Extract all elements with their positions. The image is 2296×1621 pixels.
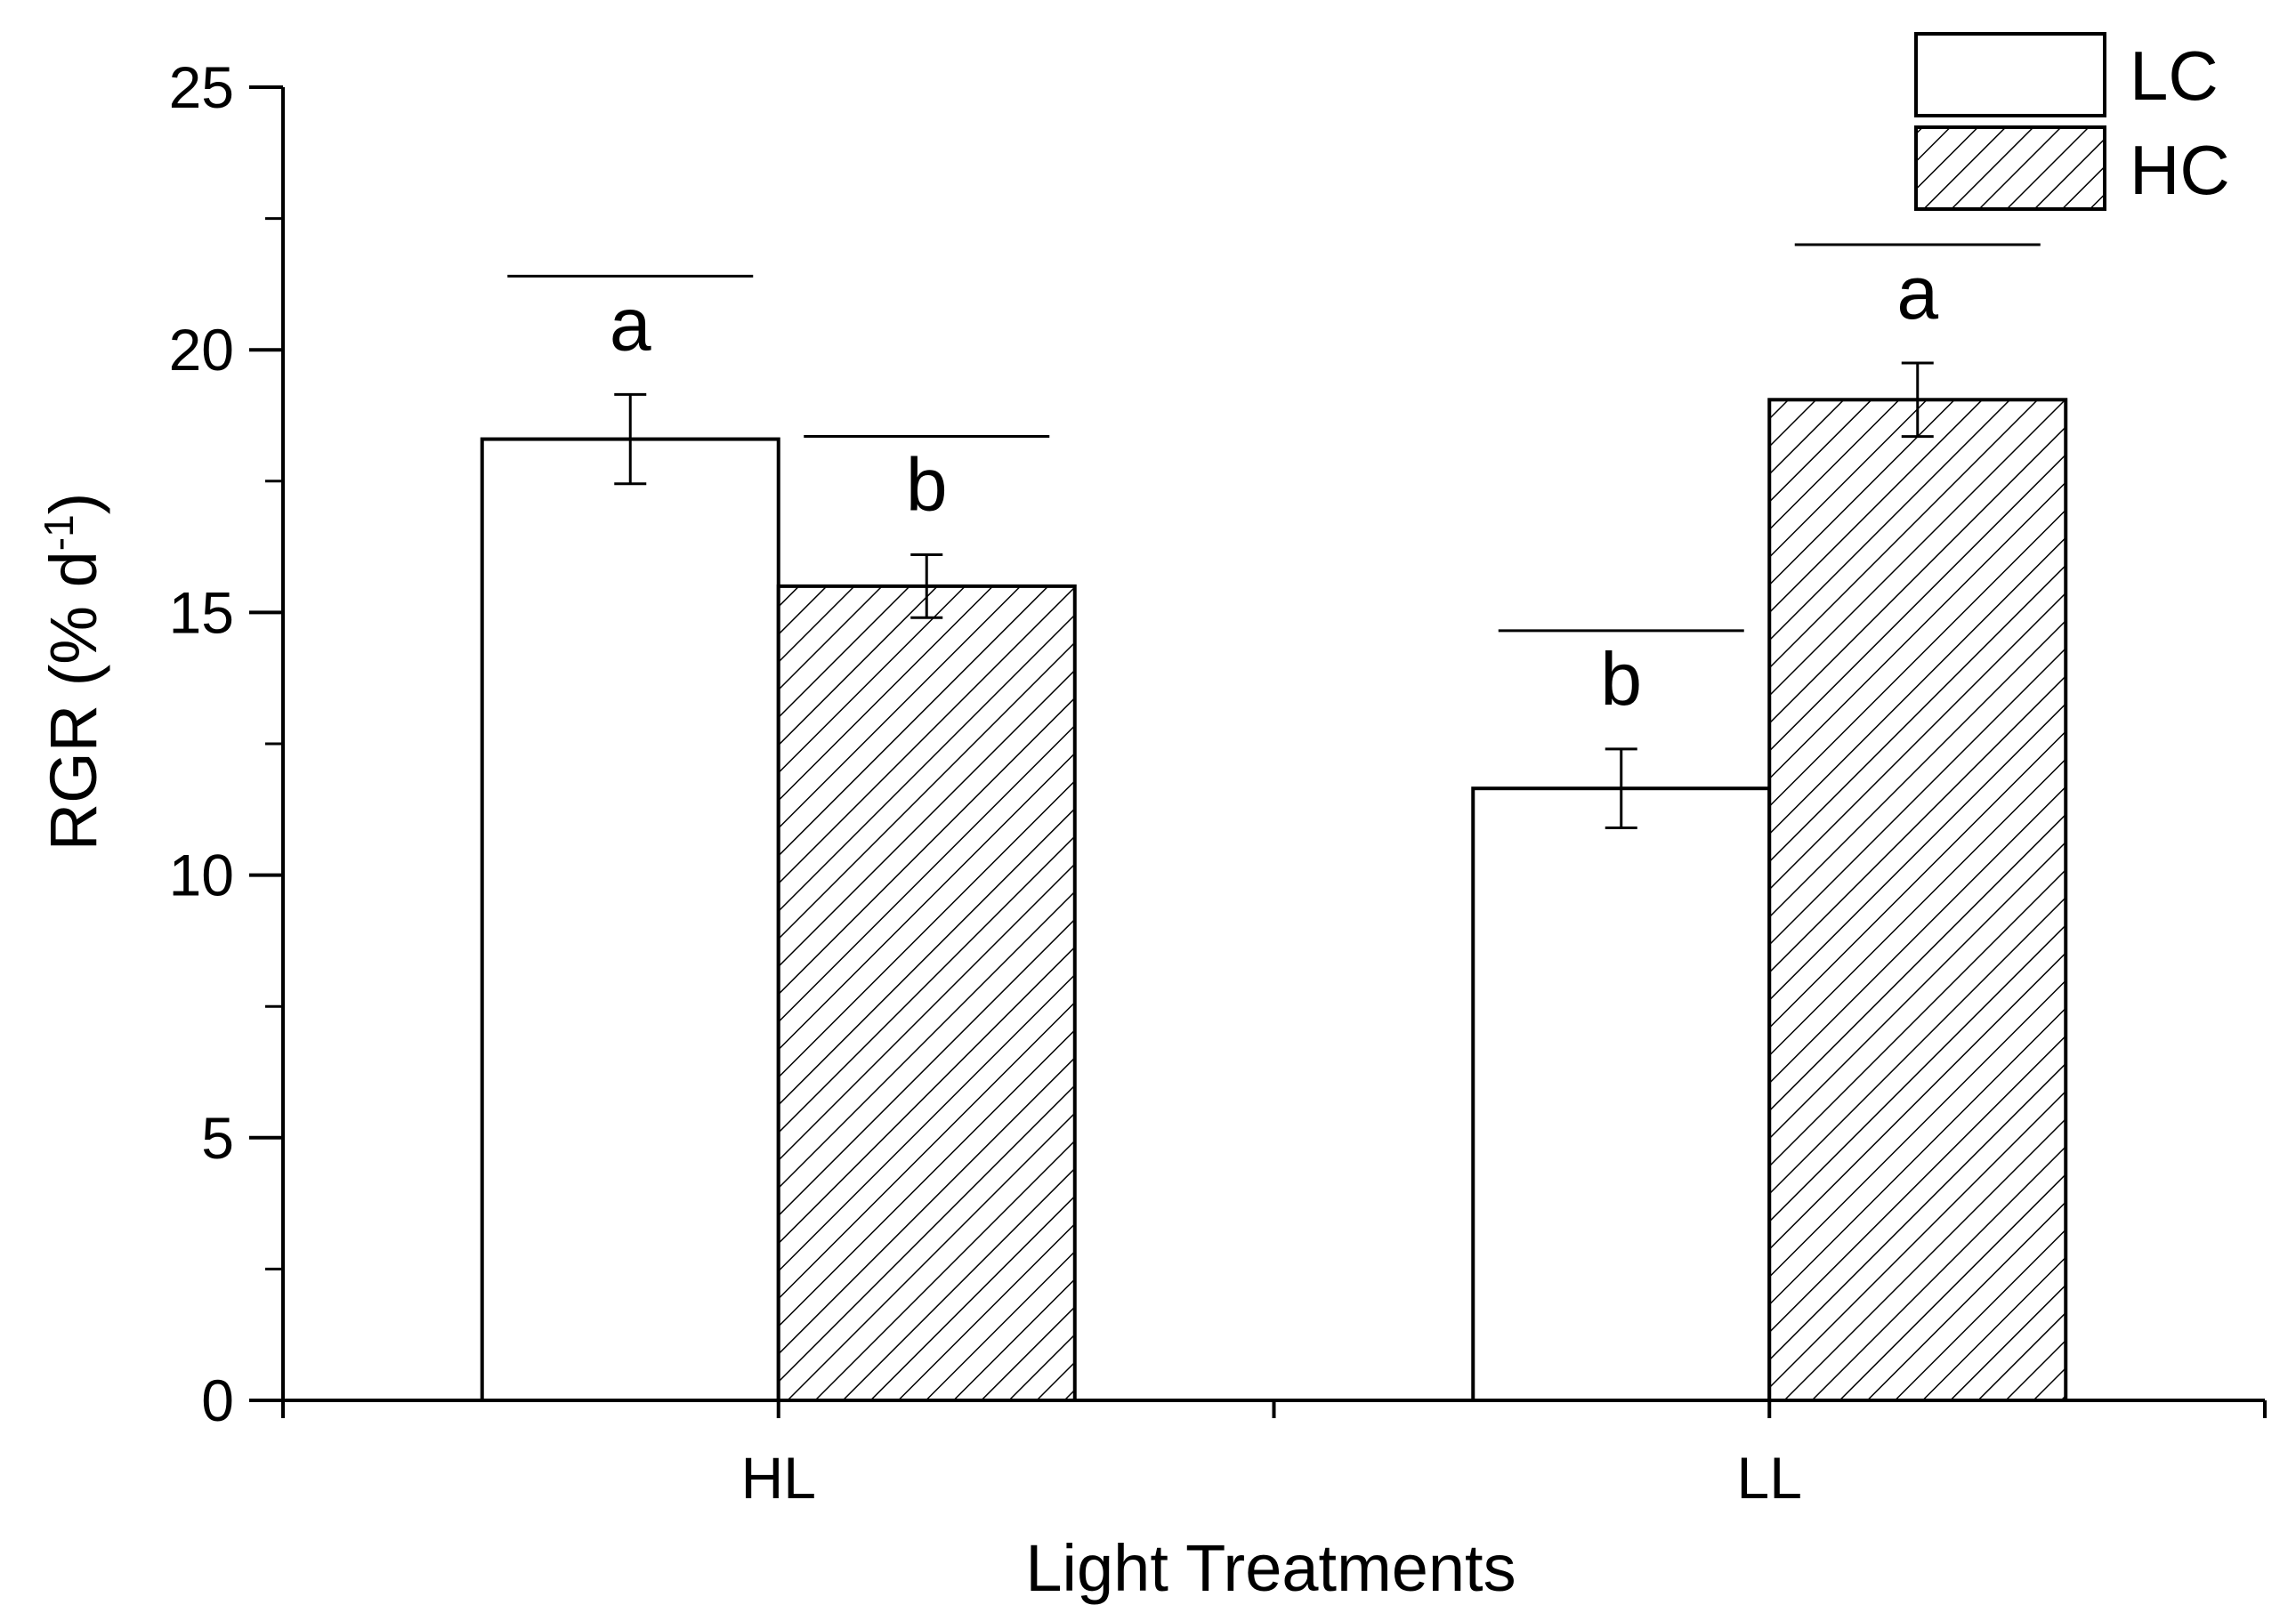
bars-layer [480, 398, 2068, 1403]
significance-letter-hc-hl: b [906, 442, 948, 526]
y-tick-label-10: 10 [169, 843, 234, 908]
y-tick-label-25: 25 [169, 54, 234, 120]
y-axis-label-superscript: -1 [36, 514, 82, 551]
significance-letter-lc-hl: a [610, 282, 651, 366]
legend: LC HC [1914, 32, 2230, 211]
y-axis-label: RGR (% d-1) [36, 493, 110, 851]
bar-lc-hl [480, 437, 780, 1402]
bar-lc-ll [1471, 786, 1772, 1402]
error-bar-hc-ll [1901, 361, 1934, 439]
legend-swatch-hc [1914, 125, 2106, 211]
y-tick-label-0: 0 [201, 1367, 234, 1433]
significance-letter-hc-ll: a [1896, 251, 1938, 335]
error-bar-lc-ll [1605, 747, 1637, 829]
x-tick-label-ll: LL [1737, 1445, 1802, 1511]
x-tick-label-hl: HL [741, 1445, 816, 1511]
legend-label-lc: LC [2130, 36, 2219, 115]
bar-hc-ll [1767, 398, 2068, 1403]
y-tick-label-20: 20 [169, 317, 234, 383]
y-tick-label-15: 15 [169, 579, 234, 645]
y-tick-label-5: 5 [201, 1105, 234, 1171]
significance-layer: a b b a [507, 243, 2041, 721]
error-bars-layer [614, 361, 1934, 829]
x-axis-label: Light Treatments [1025, 1531, 1516, 1605]
bar-hc-hl [776, 584, 1077, 1402]
y-axis-label-close: ) [36, 493, 110, 515]
error-bar-hc-hl [910, 552, 943, 619]
legend-swatch-lc [1914, 32, 2106, 117]
y-axis-label-main: RGR (% d [36, 551, 110, 851]
legend-label-hc: HC [2130, 131, 2230, 209]
error-bar-lc-hl [614, 392, 647, 486]
axes-layer: HL LL 0 5 10 15 20 25 [169, 54, 2267, 1511]
significance-letter-lc-ll: b [1600, 637, 1642, 721]
